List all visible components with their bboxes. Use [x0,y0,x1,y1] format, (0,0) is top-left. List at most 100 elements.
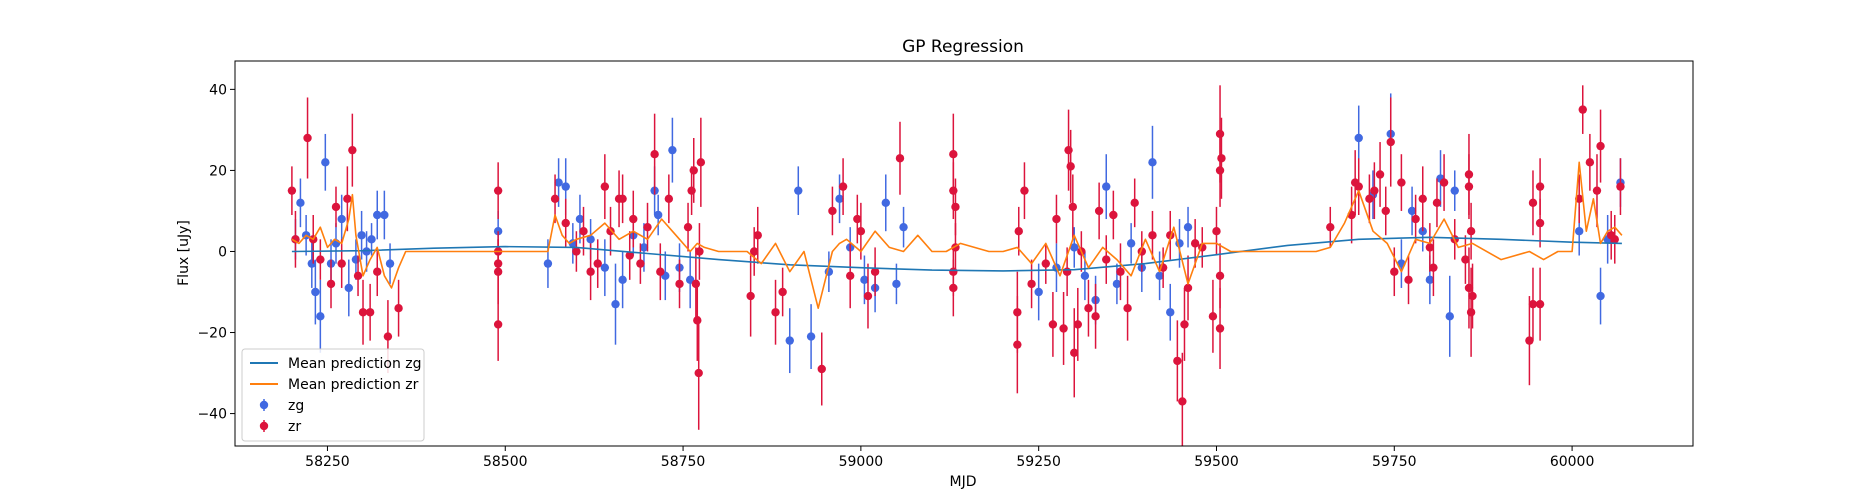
point-zr-105 [1215,271,1225,280]
point-zg-9 [337,214,346,224]
point-zr-57 [856,227,866,236]
axis-ticks: 58250 58500 58750 59000 59250 59500 59750 60000… [197,82,1594,470]
point-zr-36 [656,267,665,276]
x-tick-label-60000: 60000 [1550,454,1595,470]
point-zr-40 [687,186,696,195]
point-zr-22 [561,218,570,228]
point-zr-9 [348,145,357,155]
line-mean-prediction-zg [291,236,1622,272]
point-zr-14 [383,332,393,341]
point-zg-24 [586,235,595,244]
point-zr-87 [1109,210,1118,220]
legend: Mean prediction zg Mean prediction zr zg zr [241,348,425,442]
point-zg-57 [1155,271,1164,280]
point-zr-7 [337,259,346,268]
point-zr-86 [1102,255,1111,264]
point-zg-14 [367,235,376,244]
point-zr-48 [749,247,759,256]
legend-marker-zg [259,400,269,410]
point-zg-22 [568,239,578,248]
x-tick-label-59500: 59500 [1194,454,1239,470]
point-zg-4 [311,287,320,297]
point-zg-56 [1148,158,1157,167]
point-zg-61 [1354,133,1363,143]
point-zr-73 [1048,320,1058,329]
point-zr-142 [1585,158,1595,167]
point-zr-136 [1528,299,1538,309]
point-zr-0 [287,186,297,195]
point-zg-45 [892,279,901,289]
point-zg-6 [321,158,330,167]
x-tick-label-59000: 59000 [839,454,884,470]
point-zr-78 [1066,162,1075,171]
point-zg-67 [1425,275,1435,285]
point-zg-16 [380,210,389,220]
point-zr-77 [1064,145,1073,155]
point-zr-101 [1208,312,1218,321]
point-zr-146 [1610,235,1619,244]
point-zg-21 [561,182,570,191]
point-zr-137 [1535,182,1545,191]
point-zr-26 [593,259,602,268]
point-zg-70 [1450,186,1459,195]
point-zg-37 [794,186,803,195]
point-zr-117 [1390,267,1399,276]
point-zr-32 [629,214,638,224]
point-zg-58 [1166,308,1175,317]
point-zr-64 [949,283,958,293]
point-zr-115 [1381,206,1390,216]
point-zg-27 [618,275,627,285]
point-zr-38 [675,279,684,289]
point-zr-50 [771,308,780,317]
point-zg-15 [373,210,382,220]
point-zr-97 [1180,320,1189,329]
point-zr-8 [343,194,352,203]
legend-label-zr: zr [288,419,301,435]
point-zg-49 [1070,243,1079,252]
point-zr-104 [1215,166,1225,175]
point-zr-121 [1418,194,1427,203]
point-zr-89 [1123,304,1132,313]
y-tick-label--40: −40 [197,407,227,423]
point-zr-119 [1404,275,1413,285]
point-zr-49 [753,231,762,240]
y-tick-label--20: −20 [197,326,227,342]
legend-label-mean-prediction-zr: Mean prediction zr [288,377,419,393]
x-tick-label-58500: 58500 [483,454,528,470]
point-zr-102 [1212,227,1221,236]
point-zr-125 [1439,178,1449,187]
point-zr-138 [1535,218,1545,228]
point-zr-85 [1094,206,1104,216]
point-zr-80 [1070,348,1079,357]
y-axis-label: Flux [uJy] [176,220,192,286]
point-zr-132 [1466,227,1476,236]
point-zr-43 [693,316,702,325]
point-zr-131 [1466,308,1476,317]
point-zr-114 [1375,170,1385,179]
point-zr-54 [838,182,848,191]
point-zg-29 [639,243,649,252]
point-zr-16 [493,320,503,329]
x-axis-label: MJD [950,474,977,490]
point-zg-71 [1575,227,1584,236]
legend-box [241,348,425,442]
point-zr-13 [373,267,382,276]
point-zg-25 [600,263,610,272]
point-zr-17 [493,186,503,195]
point-zr-111 [1354,182,1363,191]
point-zr-46 [695,247,704,256]
point-zr-25 [586,267,595,276]
point-zg-12 [357,231,366,240]
point-zr-34 [643,222,652,232]
point-zr-42 [691,279,701,289]
point-zr-98 [1183,283,1193,293]
point-zg-47 [1034,287,1043,297]
point-zr-58 [863,291,873,301]
point-zg-72 [1596,291,1605,301]
point-zr-135 [1528,198,1538,208]
point-zr-116 [1386,137,1395,147]
point-zr-23 [572,247,581,256]
point-zr-20 [493,267,503,276]
point-zr-15 [394,304,403,313]
